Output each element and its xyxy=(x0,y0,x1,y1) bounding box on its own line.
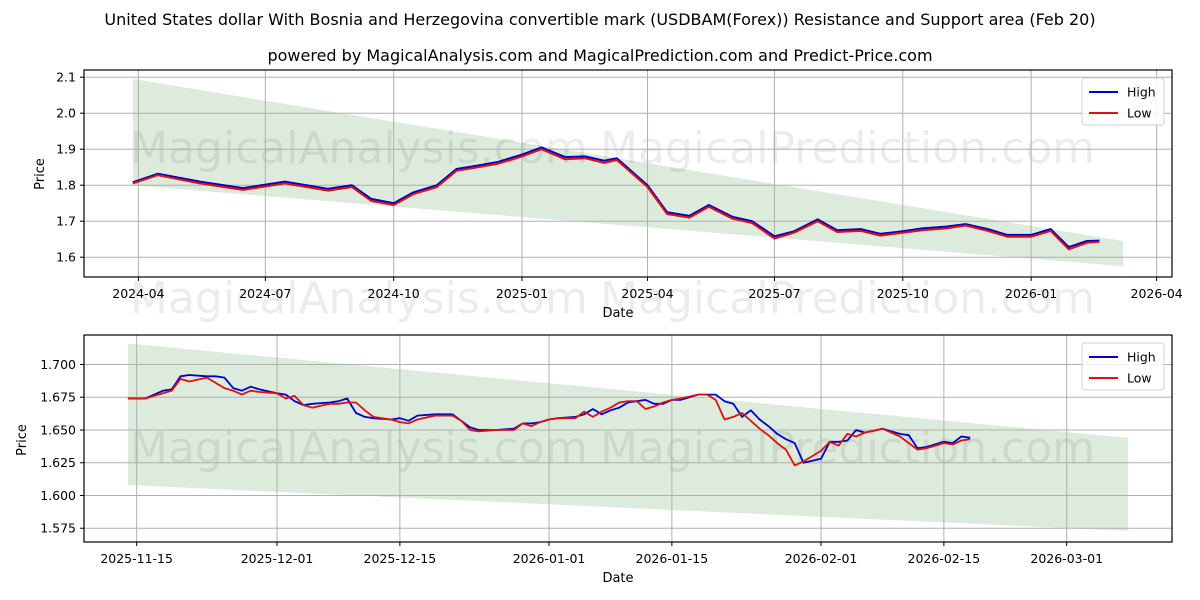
chart-panel-1: MagicalAnalysis.com MagicalPrediction.com… xyxy=(33,69,1183,324)
x-tick-label: 2026-01-15 xyxy=(636,551,709,566)
y-tick-label: 1.9 xyxy=(56,142,76,157)
x-tick-label: 2026-04 xyxy=(1131,286,1183,301)
y-tick-label: 1.7 xyxy=(56,214,76,229)
x-tick-label: 2025-12-01 xyxy=(241,551,314,566)
series-low-line xyxy=(132,148,1100,251)
legend-label-high: High xyxy=(1127,85,1156,100)
watermark: MagicalAnalysis.com MagicalPrediction.com xyxy=(130,423,1095,474)
y-tick-label: 2.0 xyxy=(56,106,76,121)
x-tick-label: 2025-04 xyxy=(621,286,673,301)
y-tick-label: 1.6 xyxy=(56,250,76,265)
svg-text:MagicalAnalysis.com: MagicalAnalysis.com xyxy=(130,123,588,174)
axes-frame xyxy=(83,69,1173,278)
y-tick-label: 1.625 xyxy=(40,455,76,470)
y-axis-label: Price xyxy=(33,158,48,190)
watermark: MagicalAnalysis.com MagicalPrediction.com… xyxy=(130,123,1095,324)
x-tick-label: 2026-01 xyxy=(1005,286,1057,301)
x-tick-label: 2025-07 xyxy=(748,286,800,301)
x-tick-label: 2024-10 xyxy=(368,286,420,301)
chart-title: United States dollar With Bosnia and Her… xyxy=(104,10,1096,29)
y-tick-label: 1.675 xyxy=(40,390,76,405)
chart-subtitle: powered by MagicalAnalysis.com and Magic… xyxy=(267,46,933,65)
x-tick-label: 2026-03-01 xyxy=(1030,551,1103,566)
x-axis-label: Date xyxy=(602,306,633,321)
svg-text:MagicalPrediction.com: MagicalPrediction.com xyxy=(600,123,1095,174)
y-tick-label: 2.1 xyxy=(56,70,76,85)
support-resistance-band xyxy=(127,343,1129,531)
svg-text:MagicalPrediction.com: MagicalPrediction.com xyxy=(600,273,1095,324)
x-tick-label: 2025-12-15 xyxy=(364,551,437,566)
y-tick-label: 1.575 xyxy=(40,521,76,536)
svg-text:MagicalAnalysis.com: MagicalAnalysis.com xyxy=(130,273,588,324)
x-tick-label: 2025-01 xyxy=(496,286,548,301)
svg-text:MagicalAnalysis.com: MagicalAnalysis.com xyxy=(130,423,588,474)
series-high-line xyxy=(132,146,1100,249)
legend-label-low: Low xyxy=(1127,371,1152,386)
x-tick-label: 2026-02-15 xyxy=(908,551,981,566)
y-axis-label: Price xyxy=(15,424,30,456)
chart-panel-2: MagicalAnalysis.com MagicalPrediction.com… xyxy=(15,334,1173,586)
legend-label-high: High xyxy=(1127,350,1156,365)
svg-text:MagicalPrediction.com: MagicalPrediction.com xyxy=(600,423,1095,474)
x-tick-label: 2025-10 xyxy=(877,286,929,301)
axes-frame xyxy=(83,334,1173,543)
legend: High Low xyxy=(1081,77,1165,126)
y-tick-label: 1.650 xyxy=(40,422,76,437)
y-tick-label: 1.700 xyxy=(40,357,76,372)
x-tick-label: 2024-04 xyxy=(112,286,164,301)
x-tick-label: 2025-11-15 xyxy=(100,551,173,566)
x-tick-label: 2026-01-01 xyxy=(513,551,586,566)
legend: High Low xyxy=(1081,342,1165,391)
y-tick-label: 1.8 xyxy=(56,178,76,193)
legend-label-low: Low xyxy=(1127,106,1152,121)
x-tick-label: 2026-02-01 xyxy=(785,551,858,566)
y-tick-label: 1.600 xyxy=(40,488,76,503)
x-tick-label: 2024-07 xyxy=(239,286,291,301)
series-low-line xyxy=(127,376,971,467)
x-axis-label: Date xyxy=(602,571,633,586)
support-resistance-band xyxy=(132,79,1124,267)
